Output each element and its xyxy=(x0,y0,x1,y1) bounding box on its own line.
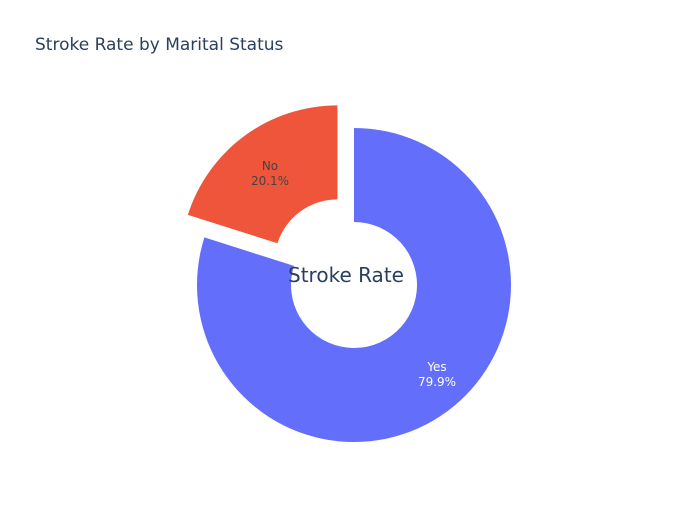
slice-percent-yes: 79.9% xyxy=(418,375,456,389)
slices-group xyxy=(187,105,511,443)
center-label: Stroke Rate xyxy=(288,263,404,287)
slice-label-no: No xyxy=(262,159,278,173)
slice-no[interactable] xyxy=(187,105,338,244)
slice-label-yes: Yes xyxy=(426,360,446,374)
slice-yes[interactable] xyxy=(196,128,511,443)
slice-percent-no: 20.1% xyxy=(251,174,289,188)
chart-title: Stroke Rate by Marital Status xyxy=(35,35,284,55)
